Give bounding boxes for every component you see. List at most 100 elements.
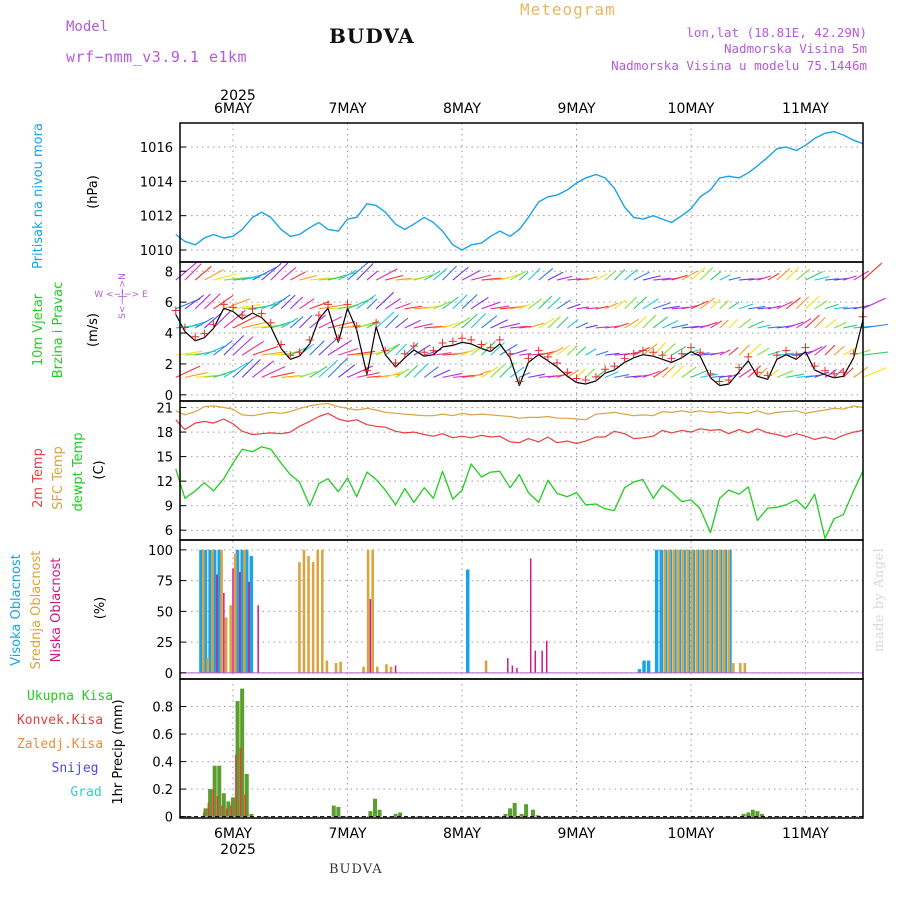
precip-total-bar: [512, 802, 517, 817]
wind-arrow: [289, 316, 304, 329]
precip-total-bar: [331, 805, 336, 817]
wind-arrow: [566, 344, 578, 356]
cloud-mid-bar: [389, 666, 393, 673]
cloud-high-title: Visoka Oblacnost: [9, 554, 24, 666]
precip-ylabel: 1hr Precip (mm): [111, 699, 126, 804]
precip-conv-bar: [207, 802, 210, 817]
cloud-high-bar: [249, 555, 254, 673]
wind-arrow: [481, 340, 496, 356]
wind-arrow: [299, 298, 315, 310]
wind-arrow: [232, 336, 254, 356]
precip-total-bar: [217, 765, 222, 817]
location-title: BUDVA: [329, 24, 415, 48]
wind-arrow: [862, 351, 888, 356]
precip-total-bar: [755, 811, 760, 817]
wind-arrow: [585, 348, 597, 356]
precip-total-bar: [535, 815, 540, 817]
wind-arrow: [299, 371, 317, 378]
precip-total-bar: [372, 798, 377, 817]
wind-arrow: [690, 369, 709, 378]
wind-arrow: [604, 371, 619, 378]
wind-arrow: [433, 267, 448, 281]
wind-gust-marker: [467, 335, 476, 344]
wind-arrow: [585, 276, 598, 281]
wind-arrow: [662, 320, 679, 329]
wind-arrow: [470, 313, 487, 329]
bottom-date-label: 10MAY: [668, 826, 715, 842]
wind-arrow: [814, 345, 827, 356]
wind-gust-marker: [277, 340, 286, 349]
precip-total-bar: [221, 793, 226, 817]
y-tick-label: 6: [165, 296, 173, 311]
y-tick-label: 0: [165, 667, 173, 682]
panel-frame: [179, 122, 864, 263]
precip-conv-bar: [244, 794, 246, 817]
wind-arrow: [843, 347, 856, 356]
wind-arrow: [757, 306, 772, 310]
wind-arrow: [519, 353, 532, 356]
wind-arrow: [461, 345, 482, 356]
wind-arrow: [739, 278, 754, 281]
wind-arrow: [184, 371, 208, 378]
wind-arrow: [748, 305, 766, 310]
bottom-date-label: 6MAY: [214, 826, 252, 842]
top-date-label: 8MAY: [443, 101, 481, 117]
cloud-mid-bar: [704, 549, 708, 673]
precip-conv-bar: [212, 789, 214, 817]
wind-arrow: [442, 265, 458, 281]
wind-arrow: [690, 300, 709, 310]
wind-arrow: [204, 313, 222, 329]
wind-arrow: [681, 325, 700, 329]
wind-arrow: [767, 272, 780, 281]
wind-arrow: [280, 294, 296, 310]
wind-gust-marker: [629, 349, 638, 358]
wind-arrow: [633, 315, 648, 329]
wind-gust-marker: [391, 359, 400, 368]
y-tick-label: 0.2: [152, 783, 173, 798]
wind-arrow: [252, 303, 280, 310]
wind-arrow: [662, 343, 676, 356]
wind-gust-marker: [486, 343, 495, 352]
wind-arrow: [653, 302, 671, 310]
wind-arrow: [261, 366, 286, 378]
t2m-line: [175, 412, 863, 445]
wind-arrow: [318, 316, 343, 329]
y-tick-label: 4: [165, 327, 173, 342]
wind-arrow: [690, 267, 706, 281]
precip-total-bar: [519, 813, 524, 817]
wind-arrow: [395, 317, 409, 329]
wind-arrow: [289, 271, 306, 281]
wind-arrow: [327, 339, 352, 356]
wind-arrow: [356, 320, 380, 329]
wind-arrow: [805, 346, 823, 356]
wind-arrow: [270, 294, 291, 310]
cloud-mid-bar: [302, 549, 306, 673]
wind-gust-marker: [553, 359, 562, 368]
cloud-low-bar: [257, 605, 259, 673]
y-tick-label: 6: [165, 524, 173, 539]
wind-arrow: [289, 296, 304, 310]
wind-arrow: [556, 299, 571, 310]
wind-arrow: [576, 346, 587, 356]
wind-arrow: [318, 359, 339, 378]
precip-total-bar: [524, 804, 529, 817]
wind-arrow: [814, 371, 830, 378]
precip-total-bar: [503, 813, 508, 817]
cloud-low-bar: [511, 665, 514, 673]
wind-arrow: [433, 301, 451, 310]
wind-arrow: [471, 274, 492, 281]
wind-arrow: [671, 365, 684, 378]
wind-gust-marker: [381, 346, 390, 355]
cloud-ylabel: (%): [93, 597, 108, 620]
wind-arrow: [490, 341, 506, 356]
y-tick-label: 0.8: [152, 701, 173, 716]
wind-arrow: [490, 364, 505, 378]
wind-arrow: [776, 301, 793, 310]
precip-total-bar: [741, 813, 746, 817]
wind-arrow: [375, 268, 398, 281]
cloud-mid-bar: [672, 549, 676, 673]
cloud-high-bar: [244, 549, 249, 673]
precip-total-bar: [240, 688, 245, 817]
wind-arrow: [395, 277, 412, 281]
